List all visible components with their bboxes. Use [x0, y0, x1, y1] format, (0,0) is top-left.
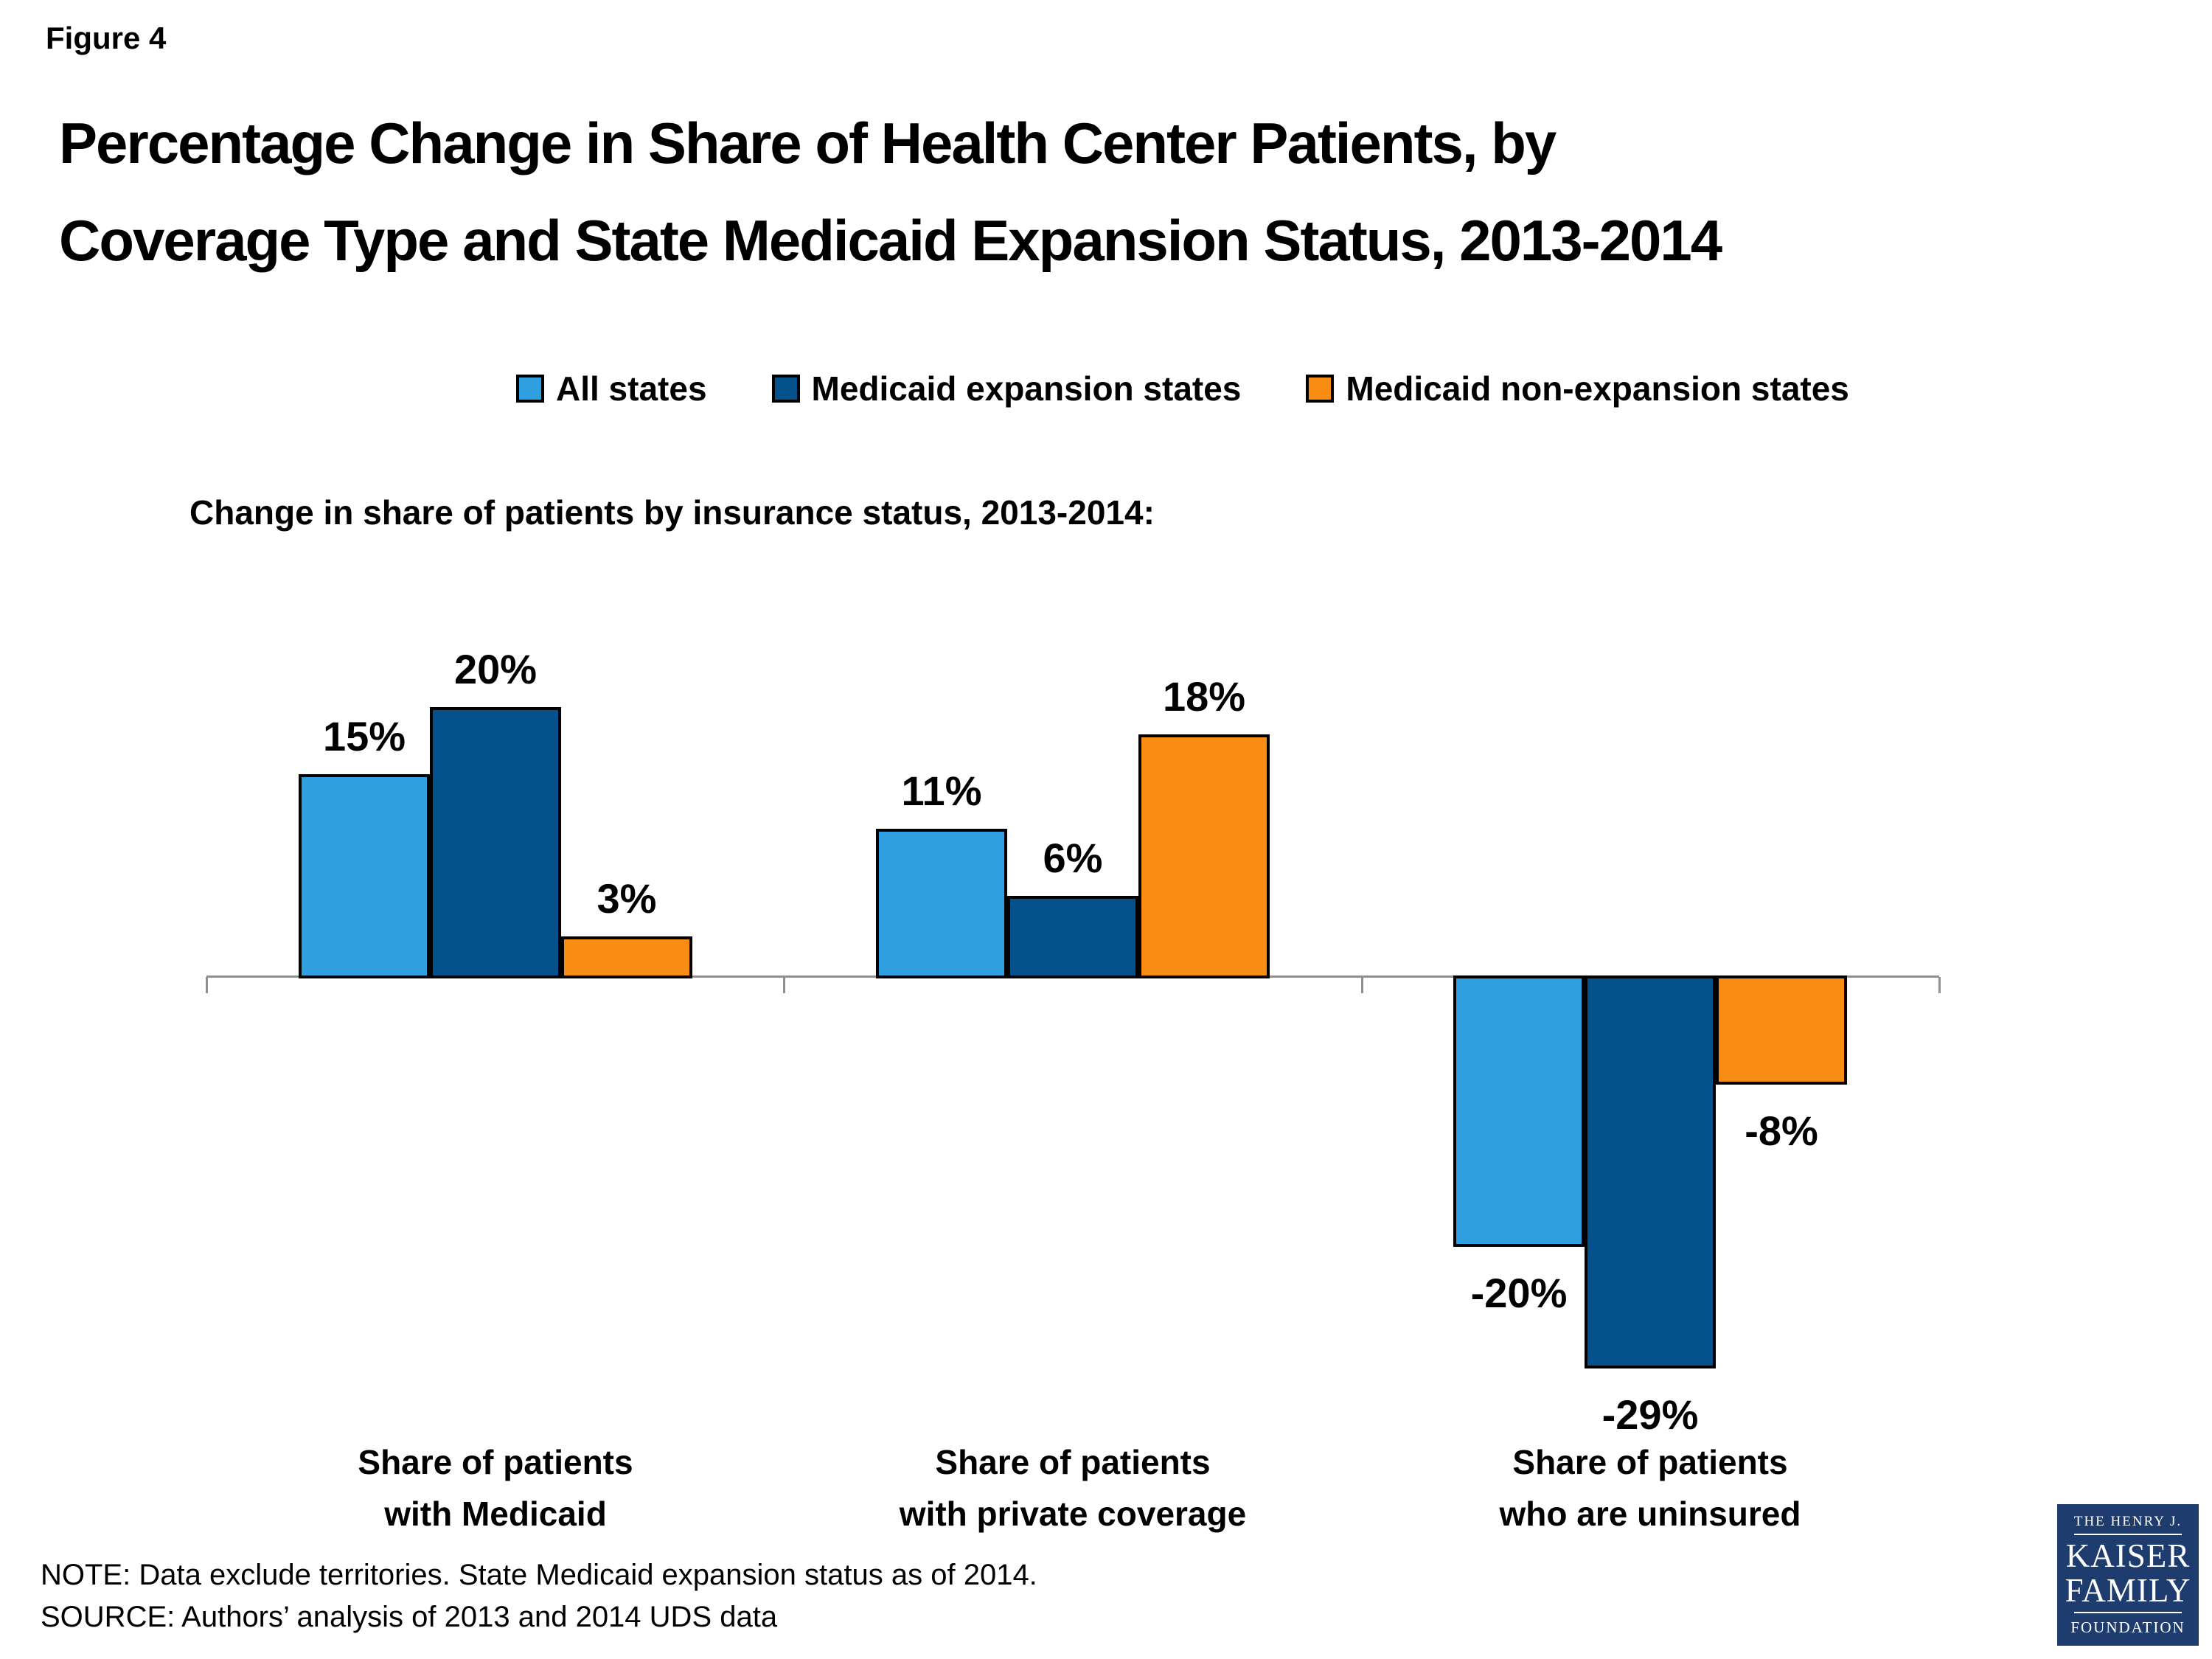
kff-logo-line3: FAMILY [2065, 1571, 2191, 1609]
chart-title-line1: Percentage Change in Share of Health Cen… [59, 111, 1557, 175]
axis-tick [1938, 977, 1941, 993]
category-label-uninsured: Share of patients who are uninsured [1355, 1436, 1945, 1540]
bar-value-label: -8% [1745, 1107, 1818, 1154]
bar-value-label: 20% [453, 646, 538, 692]
category-label-line: Share of patients [1512, 1443, 1788, 1481]
chart-title-line2: Coverage Type and State Medicaid Expansi… [59, 208, 1722, 273]
category-label-line: with private coverage [899, 1495, 1247, 1533]
figure-label: Figure 4 [46, 21, 167, 55]
bar-medicaid-non-expansion-states [1138, 734, 1270, 978]
bar-value-label: 18% [1162, 673, 1246, 720]
legend-swatch-expansion-states [771, 375, 800, 403]
kff-logo-line4: FOUNDATION [2070, 1618, 2185, 1636]
category-label-private-coverage: Share of patients with private coverage [778, 1436, 1368, 1540]
bar-value-label: 3% [597, 875, 657, 922]
bar-medicaid-expansion-states [430, 707, 561, 978]
kff-logo-line2: KAISER [2065, 1537, 2191, 1574]
category-label-line: who are uninsured [1499, 1495, 1801, 1533]
bar-all-states [876, 829, 1007, 978]
source-text: SOURCE: Authors’ analysis of 2013 and 20… [41, 1601, 778, 1633]
category-label-line: Share of patients [935, 1443, 1211, 1481]
bar-all-states [299, 774, 430, 978]
bar-medicaid-non-expansion-states [561, 936, 692, 978]
bar-medicaid-non-expansion-states [1716, 975, 1847, 1085]
category-label-line: with Medicaid [384, 1495, 607, 1533]
axis-tick [783, 977, 786, 993]
bar-value-label: 6% [1043, 835, 1103, 881]
legend-label: Medicaid non-expansion states [1346, 369, 1849, 408]
category-label-medicaid: Share of patients with Medicaid [201, 1436, 790, 1540]
note-text: NOTE: Data exclude territories. State Me… [41, 1559, 1037, 1591]
category-label-line: Share of patients [358, 1443, 633, 1481]
bar-all-states [1453, 975, 1585, 1247]
bar-value-label: 11% [901, 768, 982, 814]
legend-label: Medicaid expansion states [811, 369, 1242, 408]
chart-legend: All states Medicaid expansion states Med… [516, 369, 1849, 408]
bar-value-label: -20% [1470, 1270, 1568, 1316]
legend-item-all-states: All states [516, 369, 707, 408]
legend-item-non-expansion-states: Medicaid non-expansion states [1306, 369, 1849, 408]
bar-value-label: -29% [1601, 1391, 1699, 1438]
kff-logo-rule [2074, 1533, 2182, 1535]
chart-subtitle: Change in share of patients by insurance… [189, 493, 1155, 532]
bar-value-label: 15% [322, 713, 406, 759]
kff-logo-rule [2074, 1611, 2182, 1613]
footnotes: NOTE: Data exclude territories. State Me… [41, 1554, 1037, 1638]
legend-label: All states [556, 369, 707, 408]
legend-swatch-all-states [516, 375, 544, 403]
chart-title: Percentage Change in Share of Health Cen… [59, 94, 1722, 289]
legend-item-expansion-states: Medicaid expansion states [771, 369, 1242, 408]
axis-tick [206, 977, 208, 993]
kff-logo-line1: THE HENRY J. [2073, 1513, 2183, 1529]
legend-swatch-non-expansion-states [1306, 375, 1335, 403]
axis-tick [1360, 977, 1363, 993]
kff-logo: THE HENRY J. KAISER FAMILY FOUNDATION [2057, 1504, 2199, 1646]
bar-medicaid-expansion-states [1585, 975, 1716, 1368]
bar-medicaid-expansion-states [1007, 896, 1138, 978]
